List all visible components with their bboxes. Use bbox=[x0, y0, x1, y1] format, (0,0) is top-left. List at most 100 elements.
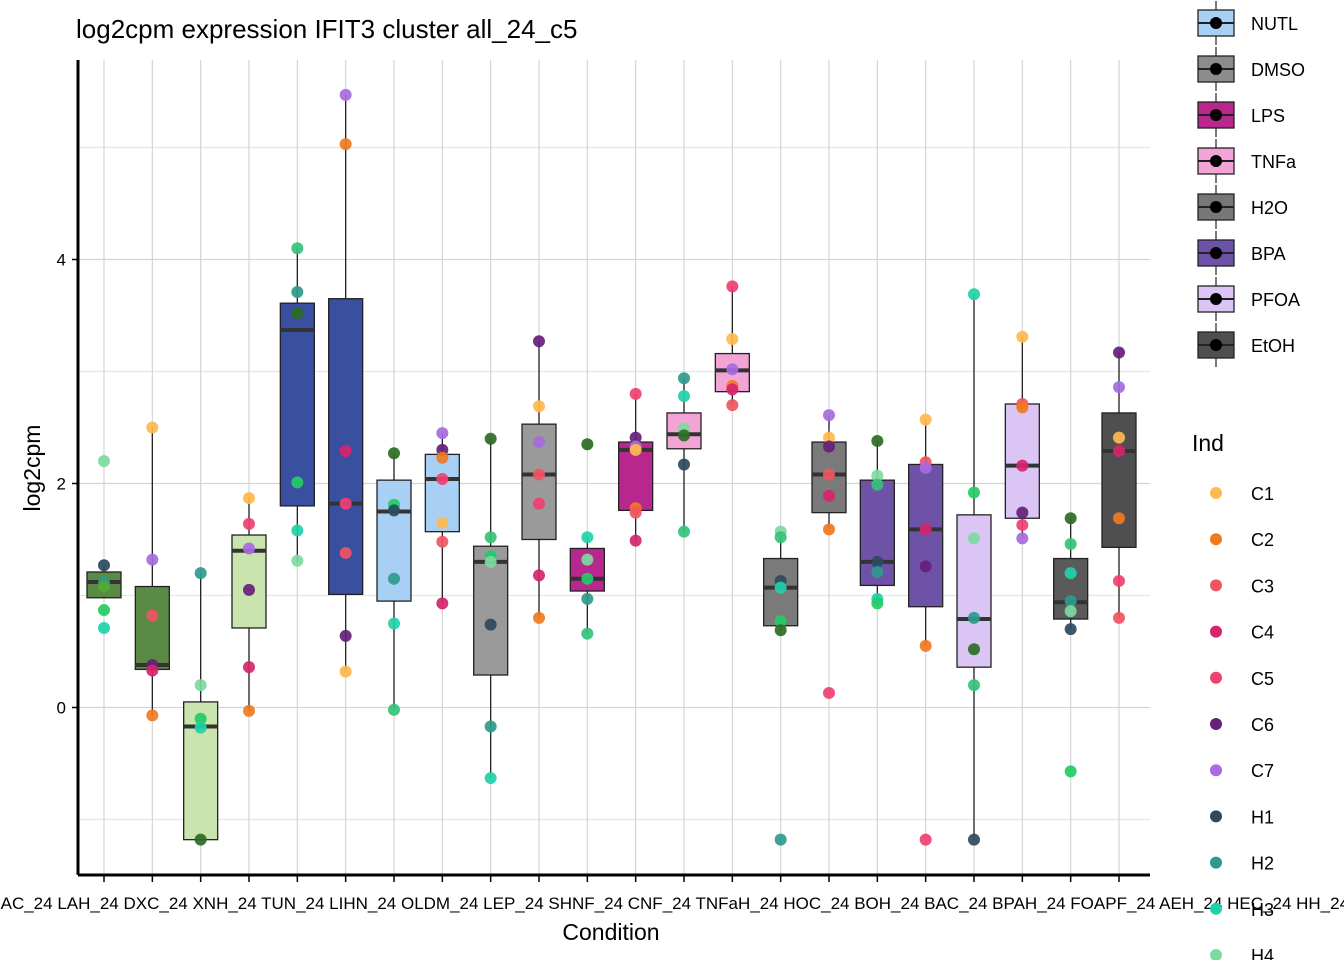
data-point bbox=[726, 280, 739, 293]
data-point bbox=[823, 409, 835, 422]
legend-ind-item-c1: C1 bbox=[1210, 484, 1274, 504]
data-point bbox=[98, 559, 110, 572]
legend-ind-item-h3: H3 bbox=[1210, 900, 1274, 920]
data-point bbox=[1064, 595, 1077, 608]
legend-key-dot bbox=[1210, 293, 1222, 305]
box-body bbox=[908, 463, 944, 608]
data-point bbox=[871, 555, 884, 568]
data-point bbox=[339, 138, 352, 151]
point-series bbox=[98, 88, 1125, 846]
legend-label: LPS bbox=[1251, 106, 1285, 126]
legend-ind-item-c4: C4 bbox=[1210, 623, 1274, 643]
data-point bbox=[726, 333, 739, 346]
data-point bbox=[1113, 445, 1125, 458]
legend-key-dot bbox=[1210, 63, 1222, 75]
legend-item-h2o: H2O bbox=[1197, 185, 1288, 229]
legend-item-lps: LPS bbox=[1197, 93, 1285, 137]
legend-ind-dot bbox=[1210, 625, 1222, 638]
data-point bbox=[146, 609, 159, 622]
data-point bbox=[581, 592, 594, 605]
legend-key-dot bbox=[1210, 109, 1222, 121]
data-point bbox=[339, 546, 352, 559]
data-point bbox=[823, 468, 835, 481]
legend-ind-label: C4 bbox=[1251, 623, 1274, 643]
data-point bbox=[291, 307, 304, 320]
data-point bbox=[243, 542, 255, 555]
data-point bbox=[1064, 623, 1077, 636]
data-point bbox=[291, 476, 304, 489]
data-point bbox=[98, 621, 110, 634]
y-axis-title: log2cpm bbox=[19, 425, 45, 512]
legend-item-tnfa: TNFa bbox=[1197, 139, 1297, 183]
legend-ind-item-c3: C3 bbox=[1210, 576, 1274, 596]
data-point bbox=[146, 664, 159, 677]
legend-ind-label: H1 bbox=[1251, 807, 1274, 827]
data-point bbox=[871, 597, 884, 610]
data-point bbox=[243, 583, 255, 596]
data-point bbox=[533, 468, 545, 481]
data-point bbox=[291, 554, 304, 567]
data-point bbox=[678, 525, 690, 538]
legend-ind-label: C3 bbox=[1251, 576, 1274, 596]
data-point bbox=[339, 665, 352, 678]
data-point bbox=[629, 387, 642, 400]
legend-key-dot bbox=[1210, 201, 1222, 213]
legend-key-dot bbox=[1210, 247, 1222, 259]
y-tick-label: 2 bbox=[57, 475, 66, 494]
legend-ind-label: H3 bbox=[1251, 900, 1274, 920]
data-point bbox=[533, 400, 545, 413]
legend-label: NUTL bbox=[1251, 14, 1298, 34]
box-body bbox=[279, 302, 315, 507]
data-point bbox=[678, 429, 690, 442]
legend-ind-dot bbox=[1210, 671, 1222, 684]
data-point bbox=[871, 469, 884, 482]
legend-item-dmso: DMSO bbox=[1197, 47, 1305, 91]
data-point bbox=[726, 363, 739, 376]
legend-ind-dot bbox=[1210, 764, 1222, 777]
legend-ind-dot bbox=[1210, 533, 1222, 546]
legend-ind-dot bbox=[1210, 856, 1222, 869]
data-point bbox=[1016, 401, 1029, 414]
data-point bbox=[823, 440, 835, 453]
box-body bbox=[134, 585, 170, 671]
data-point bbox=[1064, 605, 1077, 618]
legend-ind-item-h4: H4 bbox=[1210, 946, 1274, 960]
data-point bbox=[1016, 518, 1029, 531]
y-tick-label: 4 bbox=[57, 251, 66, 270]
data-point bbox=[388, 703, 400, 716]
data-point bbox=[629, 534, 642, 547]
legend-ind-label: H4 bbox=[1251, 946, 1274, 960]
data-point bbox=[774, 624, 787, 637]
data-point bbox=[823, 686, 835, 699]
data-point bbox=[436, 451, 449, 464]
legend-key-dot bbox=[1210, 339, 1222, 351]
data-point bbox=[581, 531, 594, 544]
data-point bbox=[339, 445, 352, 458]
data-point bbox=[339, 629, 352, 642]
data-point bbox=[484, 720, 497, 733]
data-point bbox=[436, 473, 449, 486]
data-point bbox=[98, 580, 110, 593]
data-point bbox=[581, 627, 594, 640]
box-4 bbox=[231, 498, 267, 711]
legend-ind-label: C1 bbox=[1251, 484, 1274, 504]
data-point bbox=[243, 517, 255, 530]
legend-label: H2O bbox=[1251, 198, 1288, 218]
legend-item-pfoa: PFOA bbox=[1197, 277, 1300, 321]
legend-ind: C1 C2 C3 C4 C5 C6 C7 H1 H2 H3 H4 bbox=[1210, 484, 1274, 960]
data-point bbox=[243, 704, 255, 717]
x-axis-ticks bbox=[103, 875, 1120, 882]
data-point bbox=[871, 478, 884, 491]
data-point bbox=[871, 434, 884, 447]
data-point bbox=[774, 531, 787, 544]
data-point bbox=[98, 604, 110, 617]
data-point bbox=[919, 639, 932, 652]
legend-ind-dot bbox=[1210, 487, 1222, 499]
legend-label: DMSO bbox=[1251, 60, 1305, 80]
data-point bbox=[194, 712, 207, 725]
data-point bbox=[1113, 611, 1125, 624]
data-point bbox=[581, 553, 594, 566]
data-point bbox=[291, 285, 304, 298]
data-point bbox=[1113, 574, 1125, 587]
data-point bbox=[919, 461, 932, 474]
